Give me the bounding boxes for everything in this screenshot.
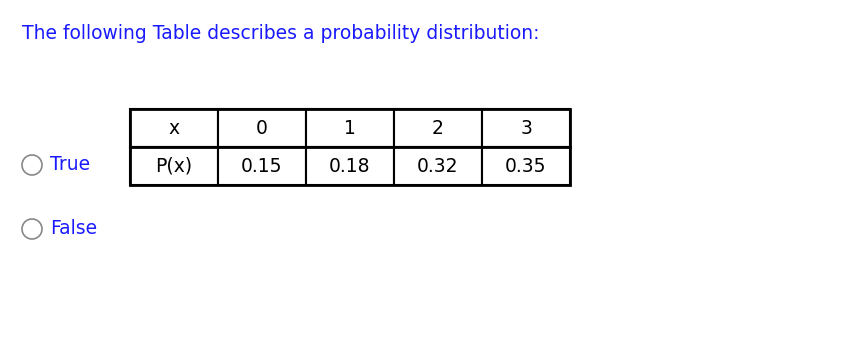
Text: 1: 1 <box>344 119 356 137</box>
Text: P(x): P(x) <box>155 156 192 176</box>
Text: 3: 3 <box>520 119 532 137</box>
Bar <box>130 109 218 147</box>
Text: False: False <box>50 220 97 238</box>
Text: 0.15: 0.15 <box>242 156 283 176</box>
Text: x: x <box>169 119 179 137</box>
Bar <box>130 147 218 185</box>
Bar <box>306 109 394 147</box>
Ellipse shape <box>22 155 42 175</box>
Text: 0.35: 0.35 <box>505 156 546 176</box>
Text: 0.18: 0.18 <box>329 156 371 176</box>
Bar <box>482 147 570 185</box>
Bar <box>306 147 394 185</box>
Bar <box>218 147 306 185</box>
Bar <box>482 109 570 147</box>
Ellipse shape <box>22 219 42 239</box>
Text: True: True <box>50 156 90 175</box>
Text: 0.32: 0.32 <box>417 156 459 176</box>
Text: 0: 0 <box>256 119 268 137</box>
Bar <box>394 109 482 147</box>
Bar <box>130 109 570 185</box>
Bar <box>394 147 482 185</box>
Bar <box>218 109 306 147</box>
Text: 2: 2 <box>432 119 444 137</box>
Text: The following Table describes a probability distribution:: The following Table describes a probabil… <box>22 24 540 43</box>
